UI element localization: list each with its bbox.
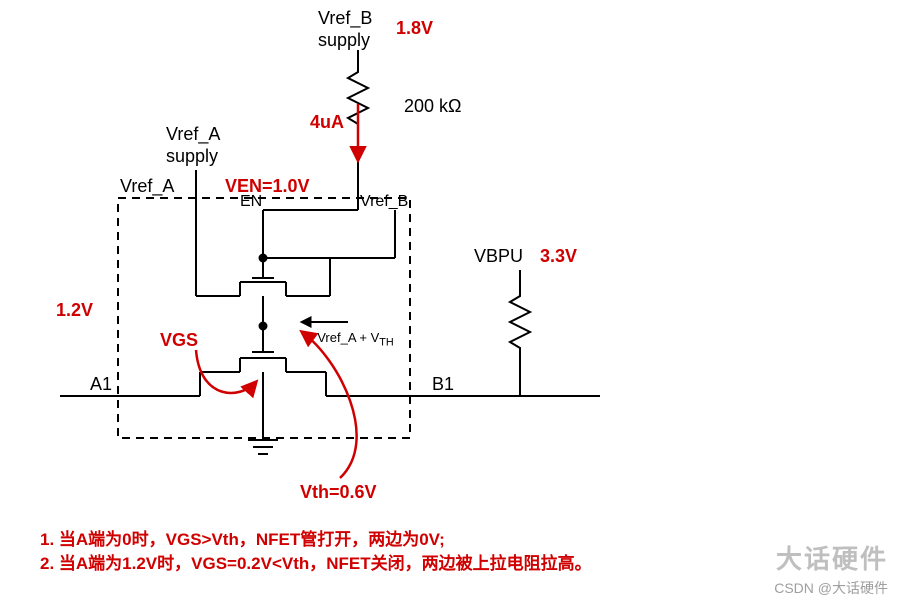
pin-vrefa: Vref_A	[120, 176, 174, 198]
pin-en: EN	[240, 192, 262, 211]
pin-b1: B1	[432, 374, 454, 396]
note-2: 2. 当A端为1.2V时，VGS=0.2V<Vth，NFET关闭，两边被上拉电阻…	[40, 554, 592, 574]
label-r200k: 200 kΩ	[404, 96, 462, 118]
label-vrefa-supply: Vref_A supply	[166, 124, 220, 167]
watermark-main: 大话硬件	[776, 539, 888, 576]
label-node-vth: Vref_A + VTH	[310, 314, 394, 349]
pin-vrefb: Vref_B	[360, 192, 408, 211]
pin-a1: A1	[90, 374, 112, 396]
label-vrefb-supply: Vref_B supply	[318, 8, 372, 51]
label-vth: Vth=0.6V	[300, 482, 377, 504]
label-vrefb-volt: 1.8V	[396, 18, 433, 40]
circuit-diagram	[0, 0, 904, 520]
label-1v2: 1.2V	[56, 300, 93, 322]
label-ven: VEN=1.0V	[225, 176, 310, 198]
label-vbpu-volt: 3.3V	[540, 246, 577, 268]
watermark-sub: CSDN @大话硬件	[774, 578, 888, 598]
note-1: 1. 当A端为0时，VGS>Vth，NFET管打开，两边为0V;	[40, 530, 445, 550]
label-vgs: VGS	[160, 330, 198, 352]
label-4ua: 4uA	[310, 112, 344, 134]
label-vbpu: VBPU	[474, 246, 523, 268]
